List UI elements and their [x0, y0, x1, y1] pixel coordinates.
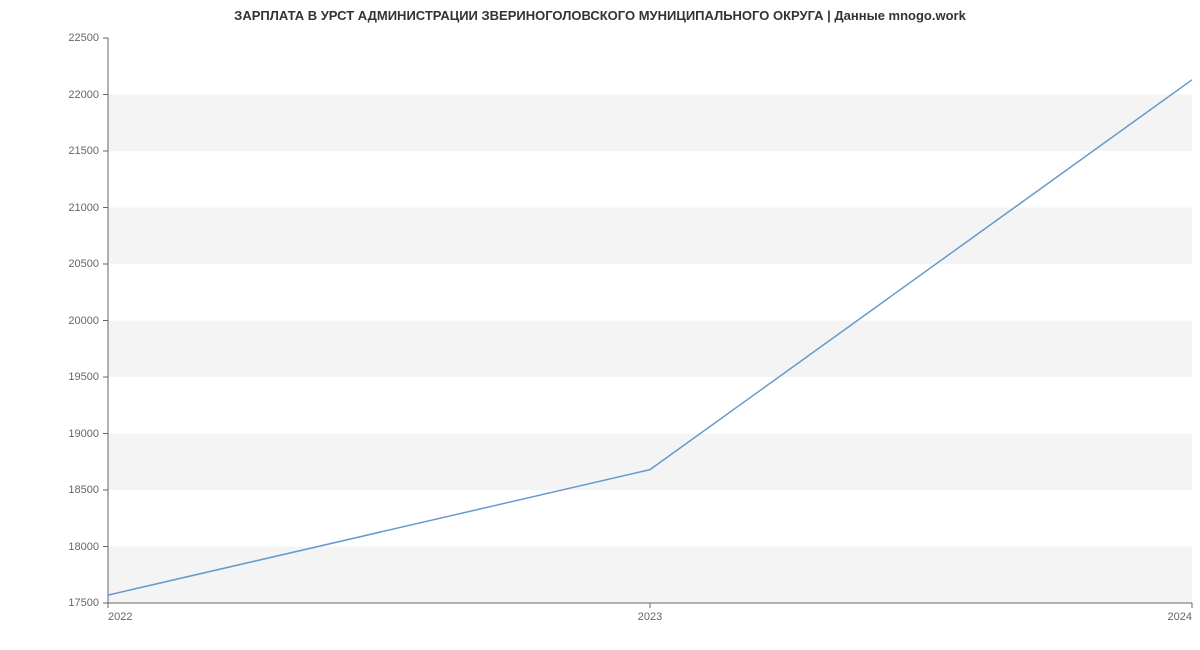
x-tick-label: 2023: [620, 611, 680, 623]
plot-band: [108, 38, 1192, 95]
plot-band: [108, 434, 1192, 491]
plot-band: [108, 321, 1192, 378]
chart-svg: [0, 0, 1200, 650]
plot-band: [108, 377, 1192, 434]
y-tick-label: 19000: [68, 428, 99, 440]
y-tick-label: 21500: [68, 145, 99, 157]
y-tick-label: 21000: [68, 202, 99, 214]
plot-band: [108, 547, 1192, 604]
plot-band: [108, 208, 1192, 265]
y-tick-label: 18000: [68, 541, 99, 553]
y-tick-label: 22500: [68, 32, 99, 44]
plot-band: [108, 264, 1192, 321]
y-tick-label: 22000: [68, 89, 99, 101]
y-tick-label: 20000: [68, 315, 99, 327]
x-tick-label: 2024: [1132, 611, 1192, 623]
y-tick-label: 18500: [68, 484, 99, 496]
plot-band: [108, 490, 1192, 547]
y-tick-label: 17500: [68, 597, 99, 609]
plot-band: [108, 95, 1192, 152]
x-tick-label: 2022: [108, 611, 168, 623]
plot-band: [108, 151, 1192, 208]
y-tick-label: 19500: [68, 371, 99, 383]
line-chart: 17500 18000 18500 19000 19500 20000 20500 21000…: [0, 28, 1200, 650]
y-tick-label: 20500: [68, 258, 99, 270]
